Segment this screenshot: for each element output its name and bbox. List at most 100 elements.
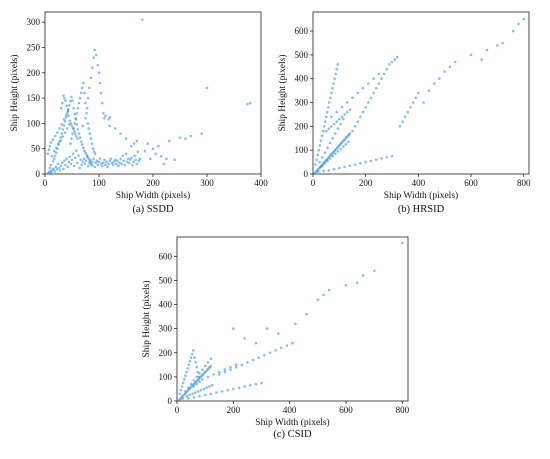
data-point	[56, 131, 59, 134]
data-point	[385, 67, 389, 71]
data-point	[332, 82, 335, 85]
y-tick-label: 100	[295, 145, 309, 155]
data-point	[377, 82, 381, 85]
data-point	[343, 113, 346, 116]
data-point	[68, 155, 72, 159]
data-point	[185, 394, 189, 398]
data-point	[192, 385, 196, 388]
data-point	[130, 144, 133, 148]
data-point	[79, 158, 82, 162]
data-point	[325, 110, 329, 114]
data-point	[180, 385, 184, 388]
x-tick-label: 800	[396, 405, 410, 415]
data-point	[71, 152, 75, 156]
data-point	[218, 373, 221, 376]
data-point	[246, 102, 249, 106]
data-point	[178, 392, 182, 396]
data-point	[195, 382, 198, 386]
data-point	[52, 167, 55, 171]
data-point	[320, 156, 324, 159]
data-point	[54, 165, 58, 169]
data-point	[64, 114, 68, 117]
data-point	[326, 146, 329, 150]
data-point	[335, 67, 339, 71]
data-point	[411, 101, 415, 104]
data-point	[422, 101, 425, 104]
data-point	[367, 82, 370, 85]
data-point	[340, 115, 344, 119]
data-point	[205, 86, 209, 90]
data-point	[336, 150, 340, 153]
data-point	[100, 164, 104, 168]
y-tick-label: 100	[159, 372, 173, 382]
data-point	[223, 368, 227, 371]
data-point	[91, 147, 95, 150]
data-point	[47, 148, 51, 151]
data-point	[113, 127, 117, 130]
data-point	[77, 154, 80, 158]
data-point	[173, 158, 176, 162]
data-point	[218, 370, 221, 374]
data-point	[361, 274, 365, 277]
data-point	[414, 96, 418, 100]
x-axis-label: Ship Width (pixels)	[384, 190, 458, 201]
data-point	[374, 86, 378, 90]
data-point	[342, 145, 345, 148]
data-point	[57, 166, 61, 170]
data-point	[86, 155, 89, 159]
data-point	[62, 118, 66, 121]
data-point	[68, 119, 72, 123]
data-point	[323, 162, 327, 165]
data-point	[50, 155, 54, 158]
data-point	[70, 124, 74, 128]
data-point	[318, 160, 321, 164]
data-point	[120, 162, 123, 166]
data-point	[372, 91, 375, 95]
tick-group: 0 200 400 600 800 0 100 200 300 400 500 600	[159, 251, 410, 415]
data-point	[210, 384, 214, 387]
data-point	[390, 154, 394, 158]
data-point	[59, 106, 63, 110]
data-point	[187, 386, 190, 390]
data-point	[203, 393, 207, 397]
data-point	[98, 81, 102, 85]
data-point	[205, 386, 208, 390]
data-point	[320, 134, 324, 138]
data-point	[480, 58, 483, 61]
data-point	[103, 158, 106, 162]
data-point	[203, 364, 207, 368]
y-tick-label: 400	[295, 74, 309, 84]
data-point	[248, 384, 252, 387]
data-point	[268, 351, 272, 355]
data-point	[192, 379, 196, 382]
data-point	[353, 125, 357, 128]
panel-ssdd: 0 100 200 300 400 0 50 100 150 200 250 300 Ship Wid…	[9, 11, 268, 215]
data-point	[86, 122, 89, 125]
panel-hrsid: 0 200 400 600 800 0 100 200 300 400 500 600 Ship Wi…	[277, 11, 531, 215]
data-point	[202, 387, 206, 391]
data-point	[335, 110, 339, 114]
data-point	[396, 56, 399, 59]
data-point	[86, 164, 90, 168]
data-point	[344, 283, 348, 287]
data-point	[201, 368, 204, 371]
data-point	[327, 106, 330, 109]
data-point	[66, 165, 69, 169]
data-point	[64, 99, 67, 102]
data-point	[131, 163, 134, 167]
data-point	[59, 136, 62, 139]
data-point	[332, 122, 336, 126]
data-point	[359, 162, 362, 165]
data-point	[97, 160, 101, 164]
data-point	[229, 365, 232, 369]
data-point	[61, 161, 64, 165]
data-point	[469, 53, 473, 57]
data-point	[323, 151, 327, 154]
data-point	[215, 391, 218, 394]
data-point	[195, 365, 198, 369]
y-axis-label: Ship Height (pixels)	[9, 54, 20, 131]
y-tick-label: 600	[159, 251, 173, 261]
data-point	[82, 157, 86, 161]
data-point	[132, 160, 135, 164]
